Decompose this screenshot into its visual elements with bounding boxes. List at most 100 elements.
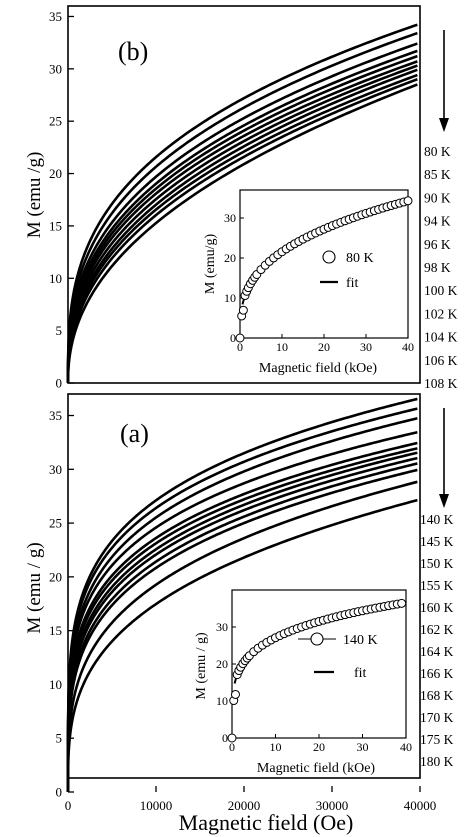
panel-b-inset: 0 10 20 30 40 0 10 20 30 Magnetic field (kOe) M … <box>203 189 414 376</box>
panel-a-curve-145k <box>66 407 418 792</box>
panel-b-curve-85k <box>66 31 418 383</box>
panel-b-temperature-labels: 80 K 85 K 90 K 94 K 96 K 98 K 100 K 102 K 104 K 1… <box>424 144 458 391</box>
panel-a-inset-frame <box>231 589 407 739</box>
panel-b-curves <box>66 23 418 383</box>
panel-a-x-tick-label: 20000 <box>228 798 261 813</box>
panel-a-temperature-label: 170 K <box>420 710 454 725</box>
panel-a-inset-legend-line-label: fit <box>354 666 367 681</box>
panel-a-inset-y-tick-label: 10 <box>216 694 228 708</box>
panel-a-temperature-label: 180 K <box>420 754 454 769</box>
panel-a-temperature-label: 150 K <box>420 556 454 571</box>
panel-a-y-tick-label: 30 <box>49 462 62 477</box>
panel-b-y-tick-label: 5 <box>56 323 63 338</box>
panel-a: 0 5 10 15 20 25 30 35 0 10000 20000 30000 40000 (a)… <box>24 393 454 835</box>
panel-b-inset-x-tick-label: 0 <box>237 340 243 354</box>
panel-b-inset-y-tick-label: 10 <box>224 291 236 305</box>
panel-a-inset-x-label: Magnetic field (kOe) <box>257 761 376 776</box>
panel-b-y-axis-label: M (emu /g) <box>24 152 45 239</box>
panel-a-temperature-label: 160 K <box>420 600 454 615</box>
panel-a-inset-data-point <box>230 689 240 699</box>
panel-a-inset-y-tick-label: 0 <box>222 731 228 745</box>
panel-b-curve-106k <box>66 78 418 383</box>
panel-b-inset-legend-marker <box>322 250 336 264</box>
panel-a-curve-162k <box>66 447 418 792</box>
panel-b-inset-legend-marker-label: 80 K <box>346 251 374 266</box>
panel-a-inset-x-tick-label: 20 <box>313 740 325 754</box>
panel-a-temperature-label: 140 K <box>420 512 454 527</box>
panel-b-temperature-label: 94 K <box>424 214 451 229</box>
panel-b-curve-80k <box>66 23 418 383</box>
panel-a-inset-legend-marker <box>310 632 324 646</box>
panel-a-inset-data-point <box>227 733 237 743</box>
panel-a-x-tick-label: 30000 <box>316 798 349 813</box>
panel-b-inset-x-label: Magnetic field (kOe) <box>259 361 378 376</box>
panel-b-temperature-label: 106 K <box>424 353 458 368</box>
panel-a-y-tick-label: 10 <box>49 677 62 692</box>
panel-b-temperature-label: 96 K <box>424 237 451 252</box>
panel-a-temperature-label: 155 K <box>420 578 454 593</box>
panel-b-inset-x-tick-label: 40 <box>402 340 414 354</box>
panel-a-inset: 0 10 20 30 40 0 10 20 30 Magnetic field (kOe) M … <box>194 589 412 776</box>
panel-a-frame <box>67 393 421 779</box>
panel-a-temperature-label: 145 K <box>420 534 454 549</box>
panel-b-inset-y-label: M (emu/g) <box>203 234 218 295</box>
panel-b-label: (b) <box>118 37 148 66</box>
panel-a-y-tick-label: 15 <box>49 623 62 638</box>
panel-b-inset-x-tick-label: 30 <box>360 340 372 354</box>
panel-a-y-tick-label: 25 <box>49 516 62 531</box>
panel-b-arrow-icon <box>439 30 449 132</box>
panel-a-temperature-label: 175 K <box>420 732 454 747</box>
panel-a-x-tick-label: 0 <box>65 798 72 813</box>
panel-b-inset-x-tick-label: 20 <box>318 340 330 354</box>
panel-b-y-tick-label: 10 <box>49 271 62 286</box>
panel-a-inset-x-tick-label: 30 <box>357 740 369 754</box>
panel-a-x-tick-label: 10000 <box>140 798 173 813</box>
panel-a-curve-166k <box>66 456 418 792</box>
panel-b-inset-legend-line-label: fit <box>346 276 359 291</box>
panel-a-inset-y-tick-label: 20 <box>216 657 228 671</box>
panel-a-inset-legend-marker-label: 140 K <box>343 633 378 648</box>
panel-a-curve-175k <box>66 480 418 792</box>
panel-a-y-tick-label: 20 <box>49 569 62 584</box>
panel-b-temperature-label: 80 K <box>424 144 451 159</box>
panel-a-temperature-label: 166 K <box>420 666 454 681</box>
panel-a-y-tick-label: 5 <box>56 731 63 746</box>
panel-b-temperature-label: 90 K <box>424 190 451 205</box>
panel-b-temperature-label: 104 K <box>424 330 458 345</box>
panel-a-label: (a) <box>120 419 149 448</box>
panel-a-y-axis-label: M (emu / g) <box>24 542 45 633</box>
panel-b: 0 5 10 15 20 25 30 35 (b) M (emu /g) 80 K 85 K 90… <box>24 5 458 391</box>
panel-b-inset-data-point <box>235 333 245 343</box>
panel-a-y-tick-label: 0 <box>56 785 63 800</box>
panel-b-frame <box>67 5 421 384</box>
panel-a-arrow-icon <box>439 408 449 508</box>
panel-a-inset-x-tick-label: 10 <box>270 740 282 754</box>
panel-a-inset-y-tick-label: 30 <box>216 620 228 634</box>
panel-b-temperature-label: 108 K <box>424 376 458 391</box>
panel-a-temperature-label: 162 K <box>420 622 454 637</box>
panel-a-x-tick-label: 40000 <box>404 798 437 813</box>
panel-a-y-tick-label: 35 <box>49 408 62 423</box>
panel-a-x-axis-label: Magnetic field (Oe) <box>179 810 354 835</box>
panel-b-temperature-label: 98 K <box>424 260 451 275</box>
panel-b-y-tick-label: 15 <box>49 218 62 233</box>
panel-a-curve-180k <box>66 498 418 792</box>
panel-a-curve-155k <box>66 430 418 792</box>
panel-b-y-tick-label: 20 <box>49 166 62 181</box>
panel-a-inset-data-point <box>397 598 407 608</box>
panel-b-temperature-label: 85 K <box>424 167 451 182</box>
panel-b-y-tick-label: 0 <box>56 376 63 391</box>
panel-a-inset-x-tick-label: 0 <box>229 740 235 754</box>
panel-b-curve-108k <box>66 83 418 383</box>
panel-a-inset-x-tick-label: 40 <box>400 740 412 754</box>
panel-b-inset-data-point <box>403 196 413 206</box>
panel-a-temperature-labels: 140 K 145 K 150 K 155 K 160 K 162 K 164 K 166 K… <box>420 512 454 769</box>
panel-a-curves <box>66 397 418 792</box>
panel-b-temperature-label: 100 K <box>424 283 458 298</box>
panel-b-y-tick-label: 30 <box>49 61 62 76</box>
panel-a-temperature-label: 168 K <box>420 688 454 703</box>
panel-b-inset-y-tick-label: 0 <box>230 331 236 345</box>
panel-a-curve-170k <box>66 468 418 792</box>
panel-b-inset-x-tick-label: 10 <box>276 340 288 354</box>
